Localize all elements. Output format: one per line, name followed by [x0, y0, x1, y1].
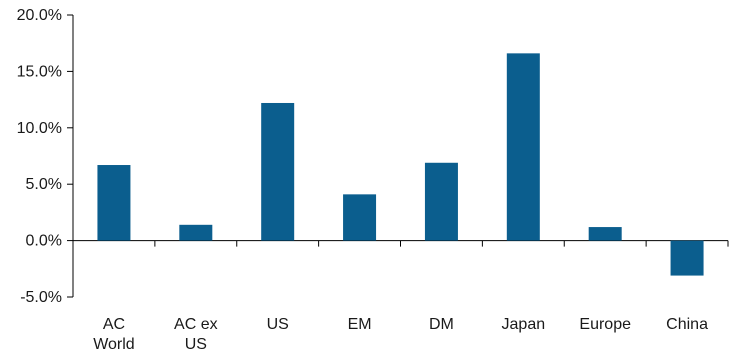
y-tick-label: 0.0%: [26, 233, 62, 250]
bar-us: [261, 102, 295, 241]
y-tick-label: 20.0%: [17, 7, 62, 24]
x-category-label: DM: [429, 316, 454, 333]
x-category-label: EM: [348, 316, 372, 333]
bar-dm: [424, 162, 458, 241]
bar-ac-world: [97, 165, 131, 241]
x-category-label: Japan: [502, 316, 546, 333]
x-category-label: US: [185, 336, 207, 353]
bar-japan: [506, 53, 540, 241]
y-tick-label: 15.0%: [17, 63, 62, 80]
y-tick-label: 10.0%: [17, 120, 62, 137]
x-category-label: AC ex: [174, 316, 218, 333]
x-category-label: AC: [103, 316, 125, 333]
bar-em: [343, 194, 377, 241]
bar-ac-ex-us: [179, 224, 213, 241]
x-category-label: Europe: [579, 316, 631, 333]
plot-area: -5.0% 0.0% 5.0% 10.0% 15.0% 20.0% AC World AC ex…: [17, 7, 729, 353]
x-category-label: China: [666, 316, 708, 333]
x-category-label: World: [93, 336, 135, 353]
x-category-label: US: [267, 316, 289, 333]
bar-china: [670, 240, 704, 276]
y-tick-label: -5.0%: [20, 289, 62, 306]
bar-europe: [588, 227, 622, 241]
y-tick-label: 5.0%: [26, 176, 62, 193]
